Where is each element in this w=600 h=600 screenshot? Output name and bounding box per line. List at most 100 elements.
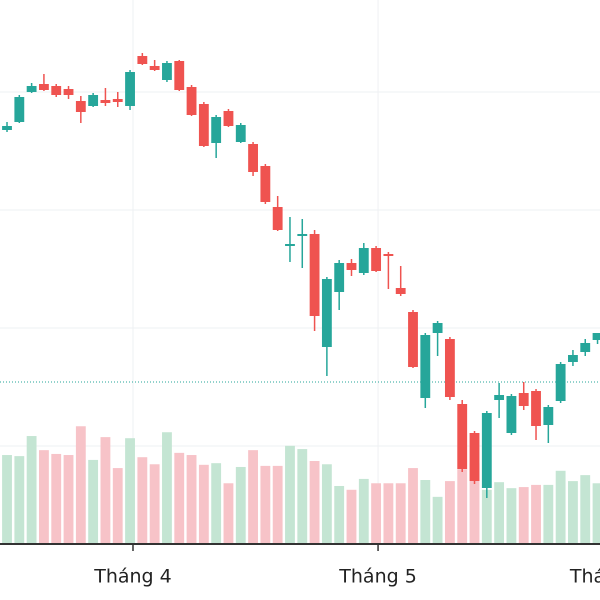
candle-body (334, 263, 345, 292)
volume-bar (420, 480, 431, 543)
candle-body (162, 63, 172, 80)
candle-body (469, 433, 480, 481)
candle-body (51, 86, 62, 95)
candle-body (592, 333, 600, 340)
volume-bar (334, 485, 345, 543)
candle-body (223, 111, 234, 126)
volume-bar (518, 487, 529, 543)
volume-bar (469, 463, 480, 543)
volume-bar (481, 489, 492, 543)
volume-bar (235, 466, 246, 543)
candle-body (272, 207, 283, 230)
candle-body (395, 288, 406, 294)
volume-bar (383, 483, 394, 543)
candle-body (260, 166, 271, 202)
volume-bar (309, 461, 320, 543)
volume-bar (63, 455, 74, 543)
volume-bar (568, 481, 578, 543)
candle-body (174, 61, 185, 90)
volume-bar (321, 464, 332, 543)
volume-bar (186, 455, 197, 543)
candle-body (555, 364, 566, 401)
volume-bar (248, 450, 258, 543)
candle-body (580, 343, 591, 352)
volume-bar (444, 481, 455, 543)
volume-bar (51, 453, 62, 543)
candle-body (198, 104, 209, 146)
volume-bar (38, 450, 49, 543)
candle-body (2, 126, 12, 130)
x-tick-label: Tháng 6 (569, 566, 600, 588)
candle-body (75, 101, 86, 112)
volume-bar (457, 469, 468, 543)
candle-body (543, 407, 554, 425)
candle-body (211, 117, 222, 143)
volume-bar (198, 464, 209, 543)
candle-body (494, 395, 505, 400)
x-tick-label: Tháng 5 (338, 566, 417, 588)
candle-body (38, 84, 49, 90)
volume-bar (371, 483, 382, 543)
volume-bar (125, 438, 135, 543)
candle-body (481, 413, 492, 488)
volume-bar (531, 484, 541, 543)
candle-body (137, 56, 148, 64)
candle-body (14, 97, 25, 122)
volume-bar (272, 465, 283, 543)
volume-bar (358, 478, 369, 543)
volume-bar (2, 455, 12, 543)
candle-body (346, 263, 357, 270)
candle-body (432, 323, 443, 333)
candle-body (309, 234, 320, 316)
volume-bar (592, 483, 600, 543)
volume-bar (580, 475, 591, 543)
volume-bar (149, 464, 160, 543)
volume-bar (75, 426, 86, 543)
candle-body (531, 391, 541, 426)
x-tick-label: Tháng 4 (93, 566, 172, 588)
candle-body (371, 248, 382, 271)
candle-body (321, 279, 332, 347)
candle-body (63, 89, 74, 95)
candle-body (100, 100, 111, 103)
candle-body (444, 339, 455, 397)
candle-body (186, 87, 197, 115)
volume-bar (494, 482, 505, 543)
volume-bar (88, 459, 99, 543)
volume-bar (112, 468, 123, 543)
volume-bar (506, 488, 517, 543)
candle-body (408, 312, 418, 367)
volume-bar (346, 489, 357, 543)
volume-bar (395, 483, 406, 543)
volume-bar (14, 456, 25, 543)
candle-body (26, 86, 37, 92)
volume-bar (555, 470, 566, 543)
volume-bar (260, 465, 271, 543)
volume-bar (137, 457, 148, 543)
candle-body (420, 335, 431, 398)
volume-bar (174, 452, 185, 543)
volume-bar (297, 449, 308, 543)
candle-body (125, 72, 135, 106)
volume-bar (211, 463, 222, 543)
candle-body (235, 125, 246, 142)
volume-bar (100, 437, 111, 543)
candle-body (285, 244, 295, 246)
volume-bar (223, 483, 234, 543)
candle-body (358, 248, 369, 273)
volume-bar (26, 436, 37, 543)
volume-bar (162, 432, 172, 543)
candle-body (518, 393, 529, 406)
volume-bar (543, 484, 554, 543)
candle-body (383, 254, 394, 256)
candle-body (248, 144, 258, 172)
candle-body (506, 396, 517, 433)
candle-body (297, 234, 308, 236)
candle-body (88, 95, 99, 106)
candle-body (457, 404, 468, 469)
volume-bar (408, 468, 418, 543)
volume-bar (432, 496, 443, 543)
candle-body (568, 355, 578, 362)
